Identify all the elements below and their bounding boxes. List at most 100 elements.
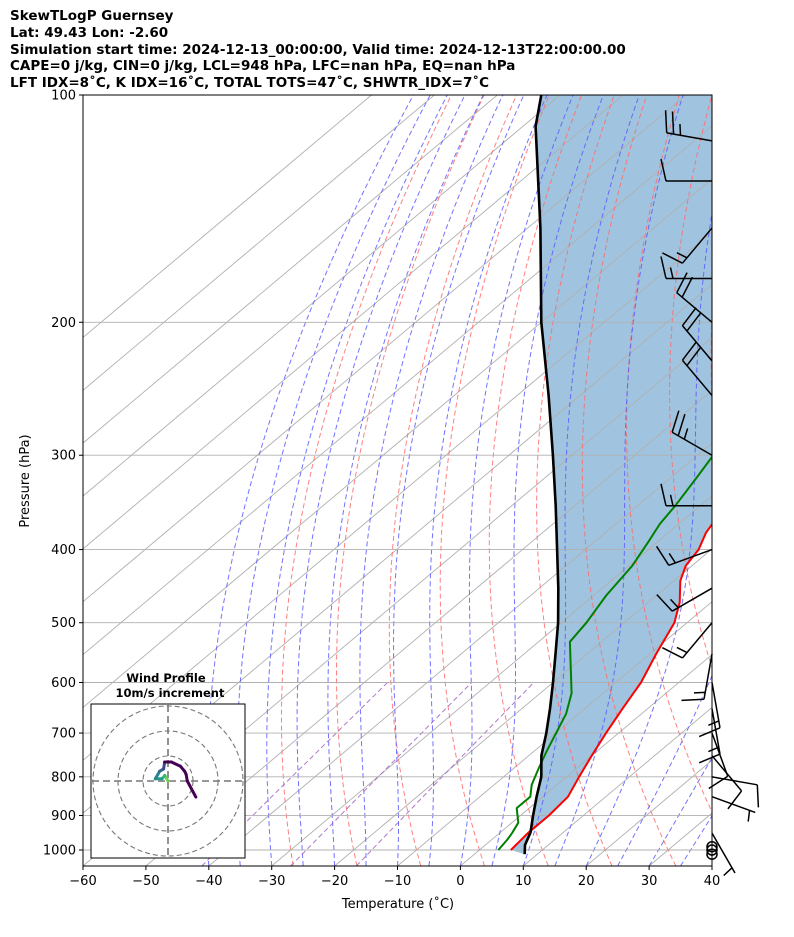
barb-half-flag [668,553,676,564]
barb-flag [662,646,683,659]
x-tick-label: −30 [258,874,285,889]
barb-half-flag [676,252,688,259]
moist-adiabat [522,95,640,866]
barb-flag [671,111,675,135]
isotherm-line [83,95,498,444]
barb-flag [756,784,760,808]
isotherm-line [83,95,561,497]
barb-flag [681,341,697,361]
dry-adiabat [336,95,485,866]
barb-half-flag [708,720,720,726]
wind-barb [706,848,718,860]
dry-adiabat [710,305,712,409]
barb-staff [711,776,758,786]
x-tick-label: 20 [578,874,595,889]
wind-barb [676,272,713,323]
barb-half-flag [676,646,688,654]
x-tick-label: 0 [456,874,464,889]
dry-adiabat [669,95,712,670]
mixing-ratio-line [290,682,472,866]
wind-barb [660,158,712,182]
y-tick-label: 800 [51,770,76,785]
barb-half-flag [747,810,751,822]
isotherm-line [83,95,687,603]
wind-barb [660,483,712,507]
barb-flag [671,410,680,433]
barb-flag [664,110,668,133]
moist-adiabat [296,95,466,866]
dewpoint-profile [497,455,712,851]
x-tick-label: −10 [384,874,411,889]
wind-barb [671,410,713,456]
x-tick-label: 40 [704,874,721,889]
x-tick-label: −20 [321,874,348,889]
barb-staff [703,653,713,700]
barb-flag [677,413,686,436]
dry-adiabat [388,95,517,866]
barb-flag [681,307,697,327]
isotherm-line [83,125,712,656]
hodograph-trace [169,760,182,768]
dry-adiabat [439,95,550,866]
wind-barb [681,341,713,396]
barb-staff [711,796,756,814]
barb-flag [662,252,683,264]
isotherm-line [334,548,712,866]
wind-barb [711,776,760,808]
y-tick-label: 100 [51,89,76,104]
barb-staff [711,708,721,755]
moist-adiabat [206,95,414,866]
barb-flag [686,347,702,367]
moist-adiabat [617,674,712,866]
wind-barb [698,682,721,738]
barb-staff [676,292,713,323]
x-tick-label: −40 [195,874,222,889]
x-tick-label: −50 [132,874,159,889]
wind-profile-inset: Wind Profile 10m/s increment [90,671,246,859]
barb-flag [698,753,721,764]
parcel-profile [523,95,560,855]
y-tick-label: 600 [51,676,76,691]
barb-staff [711,832,736,874]
indices-line-2: LFT IDX=8˚C, K IDX=16˚C, TOTAL TOTS=47˚C… [10,75,490,92]
barb-staff [666,132,713,142]
barb-flag [655,545,670,566]
wind-barb [664,110,713,142]
barb-staff [681,622,713,659]
inset-subtitle: 10m/s increment [116,686,225,700]
isotherm-line [397,601,712,866]
mixing-ratio-line [355,682,535,866]
dry-adiabat [281,95,452,866]
isotherm-line [711,865,712,866]
wind-barb [681,307,713,362]
moist-adiabat [711,865,712,866]
isotherm-line [271,495,712,866]
dry-adiabat [536,95,615,866]
barb-flag [660,483,667,506]
title-station: SkewTLogP Guernsey [10,8,174,24]
wind-barb [662,227,713,264]
isotherm-line [523,706,712,866]
moist-adiabat [554,95,684,866]
x-axis-label: Temperature (˚C) [341,896,454,912]
x-tick-label: −60 [69,874,96,889]
isotherm-line [145,389,712,866]
chart-header: SkewTLogP Guernsey Lat: 49.43 Lon: -2.60… [10,8,626,92]
location-line: Lat: 49.43 Lon: -2.60 [10,24,169,41]
barb-flag [708,775,729,790]
dry-adiabat [581,95,677,866]
barb-half-flag [669,267,674,279]
moist-adiabat [359,95,504,866]
barb-flag [660,256,667,279]
y-tick-label: 300 [51,449,76,464]
moist-adiabat [393,95,525,866]
wind-barb [706,840,718,853]
barb-staff [668,548,713,566]
isotherm-line [83,95,624,550]
barb-flag [660,158,667,182]
barb-flag [676,272,688,294]
calm-circle [706,848,718,860]
wind-barb [711,796,756,822]
indices-line-1: CAPE=0 j/kg, CIN=0 j/kg, LCL=948 hPa, LF… [10,58,516,75]
barb-flag [681,276,694,298]
